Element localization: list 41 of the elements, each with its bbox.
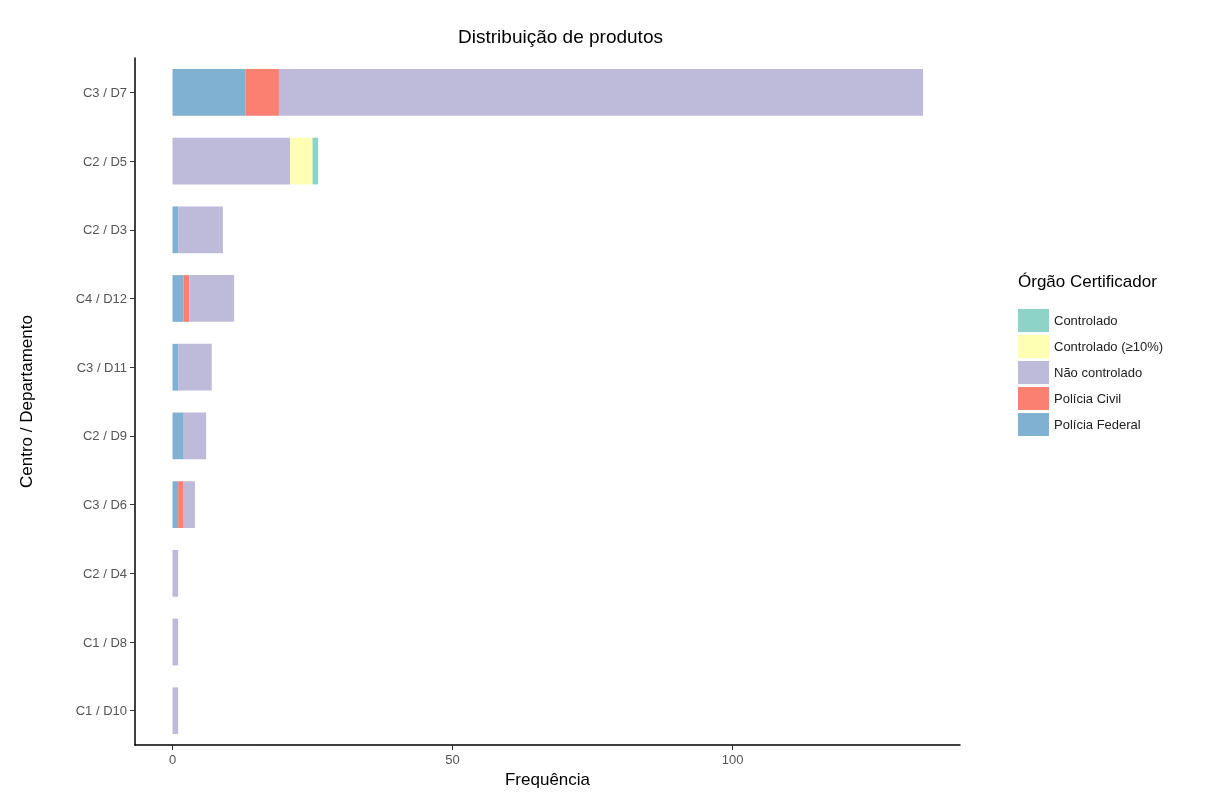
bar	[178, 481, 184, 528]
bar	[290, 137, 313, 185]
bar	[172, 687, 179, 735]
bar	[178, 206, 223, 254]
y-tick-label: C3 / D7	[82, 84, 127, 100]
y-tick-label: C1 / D8	[82, 634, 127, 650]
bar	[172, 68, 246, 116]
bar	[183, 481, 195, 528]
legend-label: Controlado	[1054, 313, 1118, 328]
y-tick-label: C2 / D5	[82, 153, 127, 169]
y-tick-label: C3 / D11	[76, 359, 127, 375]
bar	[178, 343, 212, 391]
bar	[189, 275, 235, 322]
bar	[172, 275, 184, 322]
bar	[172, 412, 184, 460]
x-tick-label: 0	[168, 752, 177, 768]
legend-label: Controlado (≥10%)	[1054, 339, 1164, 354]
legend-label: Polícia Federal	[1054, 417, 1141, 432]
y-axis-title: Centro / Departamento	[17, 315, 36, 489]
bar	[172, 481, 179, 528]
bar	[172, 549, 179, 597]
y-tick-label: C2 / D3	[82, 222, 127, 238]
x-tick-label: 50	[445, 752, 460, 768]
bar	[245, 68, 279, 116]
bar	[183, 412, 207, 460]
legend-title: Órgão Certificador	[1018, 272, 1158, 291]
y-tick-label: C4 / D12	[75, 290, 127, 306]
bar	[172, 206, 179, 254]
x-tick-label: 100	[721, 752, 744, 768]
y-tick-label: C3 / D6	[82, 497, 127, 513]
chart-title: Distribuição de produtos	[458, 26, 663, 47]
x-axis-title: Frequência	[504, 770, 591, 789]
legend-label: Não controlado	[1054, 365, 1143, 380]
y-tick-label: C2 / D9	[82, 428, 127, 444]
y-tick-label: C1 / D10	[75, 703, 127, 719]
bar	[172, 137, 291, 185]
bar	[278, 68, 924, 116]
y-tick-label: C2 / D4	[82, 565, 127, 581]
bar	[183, 275, 190, 322]
bar	[172, 343, 179, 391]
legend-label: Polícia Civil	[1054, 391, 1122, 406]
